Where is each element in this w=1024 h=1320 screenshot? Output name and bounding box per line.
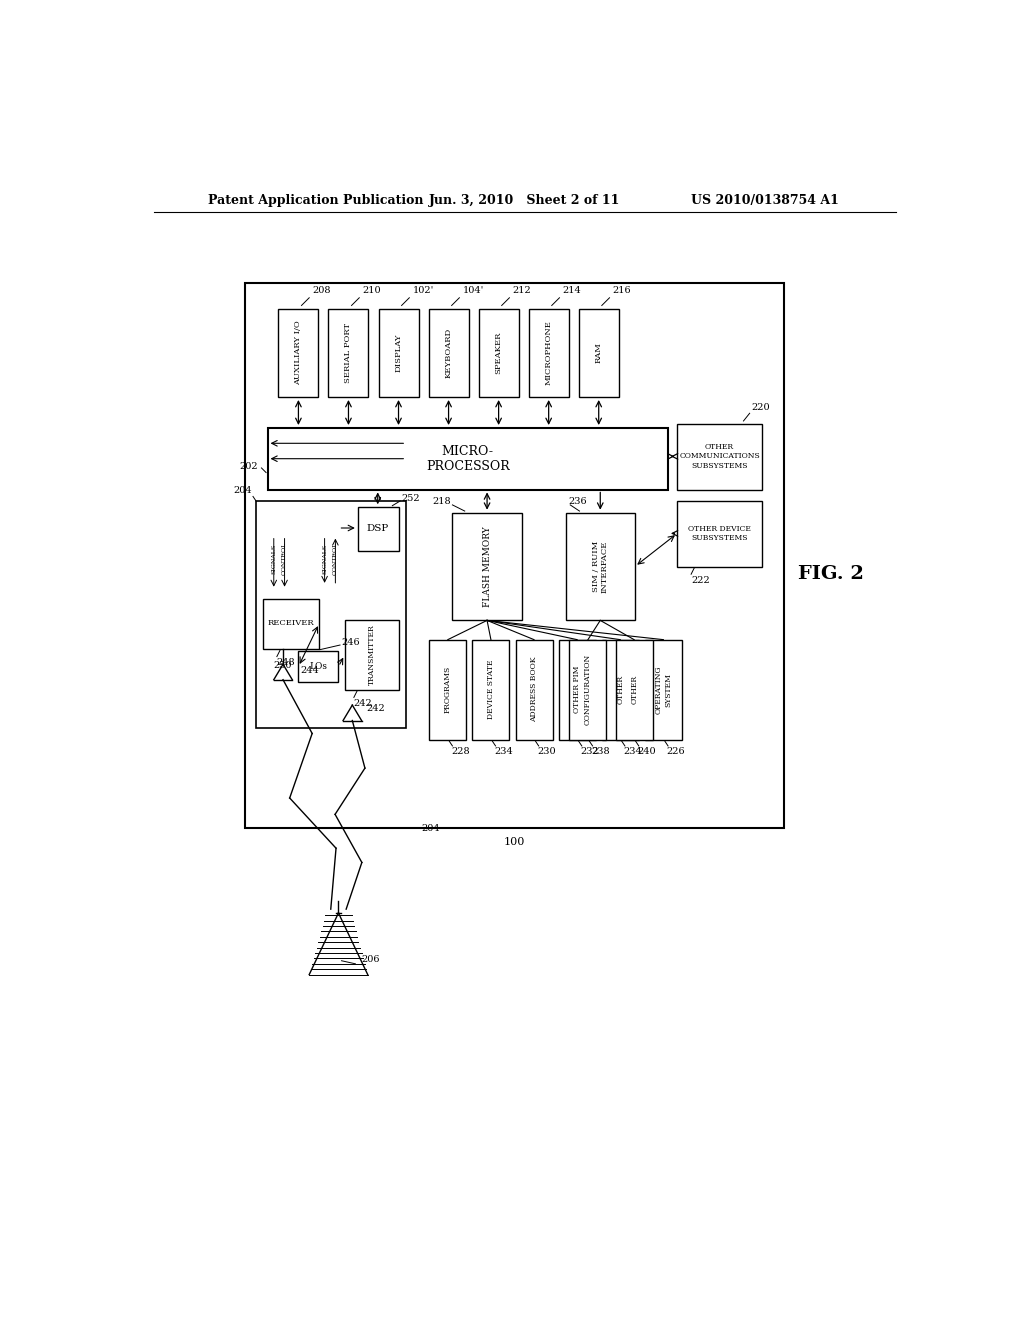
Bar xyxy=(379,309,419,397)
Text: OTHER PIM: OTHER PIM xyxy=(573,667,582,713)
Text: 244: 244 xyxy=(300,667,318,675)
Text: 214: 214 xyxy=(562,285,582,294)
Text: KEYBOARD: KEYBOARD xyxy=(444,327,453,378)
Bar xyxy=(357,507,398,552)
Text: LOs: LOs xyxy=(309,663,328,671)
Text: 240: 240 xyxy=(637,747,655,756)
Bar xyxy=(298,651,339,682)
Bar xyxy=(478,309,518,397)
Text: SIGNALS: SIGNALS xyxy=(271,544,276,574)
Text: FIG. 2: FIG. 2 xyxy=(799,565,864,583)
Text: SIGNALS: SIGNALS xyxy=(323,544,327,574)
Bar xyxy=(429,640,466,739)
Text: OTHER DEVICE
SUBSYSTEMS: OTHER DEVICE SUBSYSTEMS xyxy=(688,525,751,543)
Text: OTHER
COMMUNICATIONS
SUBSYSTEMS: OTHER COMMUNICATIONS SUBSYSTEMS xyxy=(679,444,760,470)
Bar xyxy=(677,424,762,490)
Bar xyxy=(256,502,407,729)
Text: OPERATING
SYSTEM: OPERATING SYSTEM xyxy=(654,665,672,714)
Text: SPEAKER: SPEAKER xyxy=(495,331,503,374)
Bar xyxy=(677,502,762,566)
Text: 248: 248 xyxy=(276,659,296,667)
Text: 222: 222 xyxy=(691,576,710,585)
Text: 204: 204 xyxy=(422,824,440,833)
Bar xyxy=(559,640,596,739)
Text: DSP: DSP xyxy=(367,524,389,533)
Bar xyxy=(263,599,319,649)
Bar xyxy=(345,620,398,689)
Text: 208: 208 xyxy=(312,285,331,294)
Bar xyxy=(472,640,509,739)
Text: 236: 236 xyxy=(568,498,588,507)
Text: CONFIGURATION: CONFIGURATION xyxy=(584,655,592,725)
Bar xyxy=(569,640,606,739)
Text: RECEIVER: RECEIVER xyxy=(267,619,314,627)
Text: 218: 218 xyxy=(432,498,451,507)
Text: 202: 202 xyxy=(240,462,258,471)
Text: 102': 102' xyxy=(413,285,434,294)
Text: MICRO-
PROCESSOR: MICRO- PROCESSOR xyxy=(426,445,510,473)
Text: FLASH MEMORY: FLASH MEMORY xyxy=(482,527,492,607)
Bar xyxy=(615,640,652,739)
Text: SERIAL PORT: SERIAL PORT xyxy=(344,322,352,383)
Bar xyxy=(579,309,618,397)
Text: 206: 206 xyxy=(361,954,380,964)
Text: 242: 242 xyxy=(367,704,385,713)
Text: DISPLAY: DISPLAY xyxy=(394,333,402,372)
Text: MICROPHONE: MICROPHONE xyxy=(545,319,553,385)
Text: CONTROL: CONTROL xyxy=(333,543,338,576)
Text: 104': 104' xyxy=(463,285,483,294)
Text: 238: 238 xyxy=(591,747,609,756)
Text: 230: 230 xyxy=(538,747,556,756)
Bar xyxy=(565,512,635,620)
Text: 212: 212 xyxy=(512,285,531,294)
Text: 242: 242 xyxy=(354,700,373,708)
Text: 228: 228 xyxy=(451,747,470,756)
Text: 204: 204 xyxy=(233,486,252,495)
Text: 220: 220 xyxy=(752,403,770,412)
Text: OTHER: OTHER xyxy=(630,675,638,705)
Bar xyxy=(279,309,318,397)
Text: 210: 210 xyxy=(362,285,381,294)
Bar xyxy=(602,640,639,739)
Text: CONTROL: CONTROL xyxy=(282,543,287,576)
Text: 226: 226 xyxy=(667,747,685,756)
Bar xyxy=(267,428,668,490)
Bar xyxy=(515,640,553,739)
Text: 216: 216 xyxy=(612,285,631,294)
Text: DEVICE STATE: DEVICE STATE xyxy=(487,660,495,719)
Text: 234: 234 xyxy=(494,747,513,756)
Text: 250: 250 xyxy=(273,660,292,669)
Bar xyxy=(645,640,682,739)
Text: RAM: RAM xyxy=(595,342,603,363)
Text: 234: 234 xyxy=(624,747,642,756)
Text: 246: 246 xyxy=(342,638,360,647)
Bar xyxy=(528,309,568,397)
Text: ADDRESS BOOK: ADDRESS BOOK xyxy=(530,657,538,722)
Text: 252: 252 xyxy=(401,494,420,503)
Text: Jun. 3, 2010   Sheet 2 of 11: Jun. 3, 2010 Sheet 2 of 11 xyxy=(429,194,621,207)
Text: US 2010/0138754 A1: US 2010/0138754 A1 xyxy=(691,194,839,207)
Text: TRANSMITTER: TRANSMITTER xyxy=(368,624,376,685)
Bar xyxy=(453,512,521,620)
Text: SIM / RUIM
INTERFACE: SIM / RUIM INTERFACE xyxy=(592,540,609,593)
Text: AUXILIARY I/O: AUXILIARY I/O xyxy=(295,319,302,385)
Bar xyxy=(245,284,783,829)
Text: 100: 100 xyxy=(504,837,524,847)
Text: PROGRAMS: PROGRAMS xyxy=(443,667,452,713)
Bar xyxy=(429,309,469,397)
Bar xyxy=(329,309,369,397)
Text: 232: 232 xyxy=(581,747,599,756)
Text: Patent Application Publication: Patent Application Publication xyxy=(208,194,423,207)
Text: OTHER: OTHER xyxy=(616,675,625,705)
